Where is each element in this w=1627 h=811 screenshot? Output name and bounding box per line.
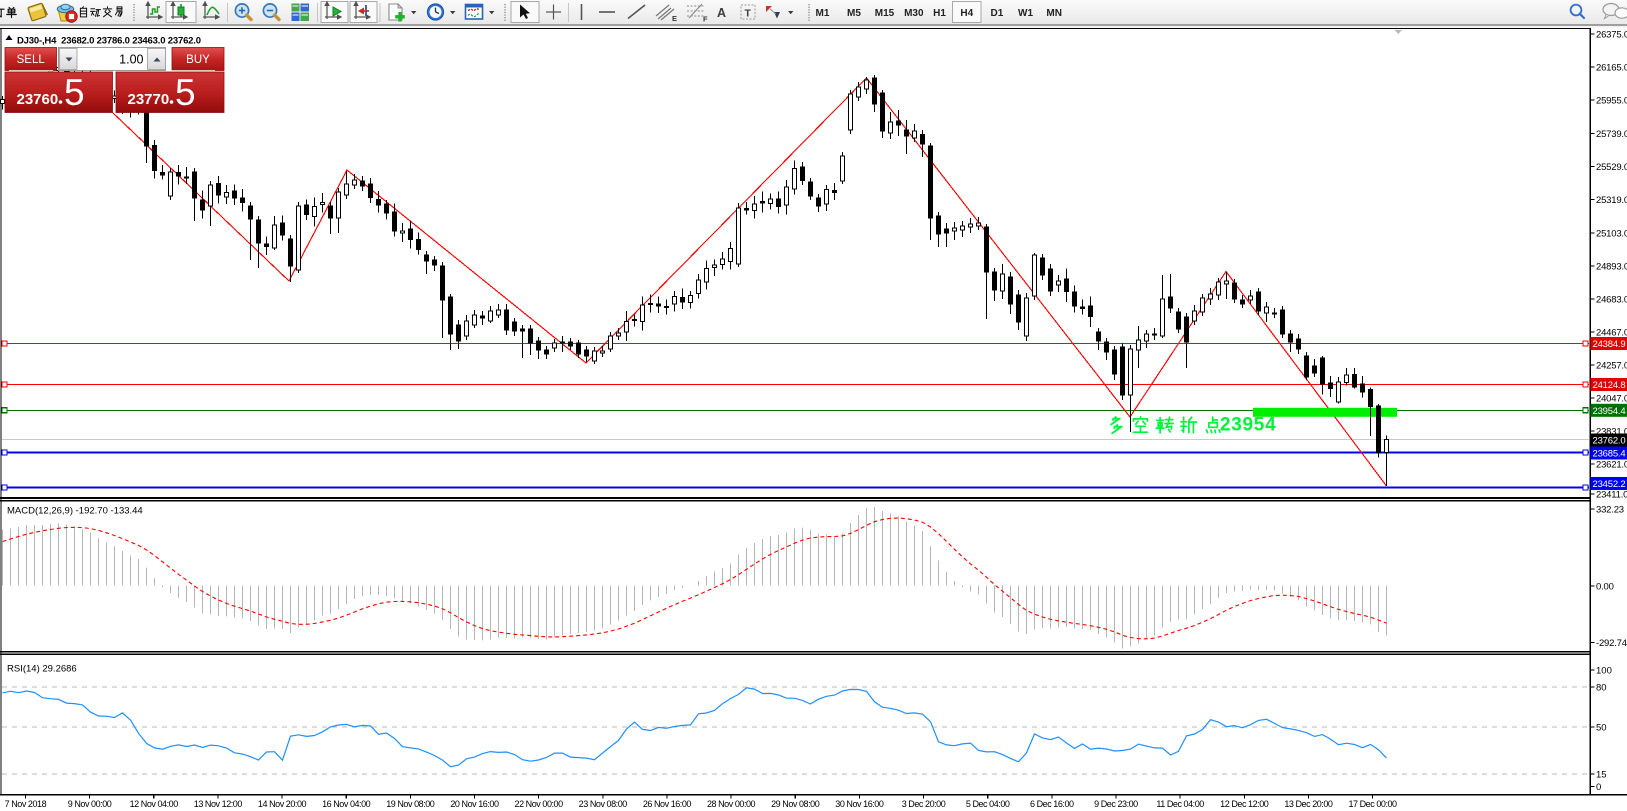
svg-text:A: A [717,6,726,20]
svg-text:100: 100 [1596,665,1612,676]
svg-text:RSI(14) 29.2686: RSI(14) 29.2686 [7,664,77,675]
svg-text:7 Nov 2018: 7 Nov 2018 [5,799,47,809]
svg-text:23452.2: 23452.2 [1593,479,1626,490]
svg-text:1.00: 1.00 [119,53,143,67]
svg-text:11 Dec 04:00: 11 Dec 04:00 [1156,799,1204,809]
svg-text:16 Nov 04:00: 16 Nov 04:00 [322,799,371,809]
svg-text:M1: M1 [816,8,830,19]
svg-text:22 Nov 00:00: 22 Nov 00:00 [515,799,564,809]
svg-text:24257.0: 24257.0 [1596,360,1627,371]
svg-text:25955.0: 25955.0 [1596,95,1627,106]
svg-text:24683.0: 24683.0 [1596,294,1627,305]
svg-text:H1: H1 [933,8,946,19]
svg-text:13 Nov 12:00: 13 Nov 12:00 [194,799,243,809]
svg-text:23770: 23770 [128,91,170,108]
svg-text:6 Dec 16:00: 6 Dec 16:00 [1030,799,1074,809]
svg-text:24384.9: 24384.9 [1593,339,1626,350]
svg-text:W1: W1 [1018,8,1033,19]
svg-text:25739.0: 25739.0 [1596,129,1627,140]
svg-text:26375.0: 26375.0 [1596,29,1627,40]
svg-text:13 Dec 20:00: 13 Dec 20:00 [1284,799,1333,809]
svg-text:24124.8: 24124.8 [1593,380,1626,391]
svg-text:5: 5 [175,72,196,113]
svg-text:23685.4: 23685.4 [1593,449,1626,460]
svg-text:23954: 23954 [1220,415,1276,436]
svg-text:25529.0: 25529.0 [1596,162,1627,173]
svg-text:0: 0 [1596,782,1601,793]
svg-text:24467.0: 24467.0 [1596,327,1627,338]
svg-text:5: 5 [64,72,85,113]
svg-text:25103.0: 25103.0 [1596,228,1627,239]
svg-text:25319.0: 25319.0 [1596,195,1627,206]
svg-text:M30: M30 [904,8,924,19]
svg-text:23411.0: 23411.0 [1596,489,1627,500]
svg-text:26165.0: 26165.0 [1596,62,1627,73]
svg-text:H4: H4 [960,8,973,19]
svg-text:23831.0: 23831.0 [1596,426,1627,437]
svg-text:BUY: BUY [186,54,210,66]
svg-text:-292.74: -292.74 [1596,638,1627,649]
svg-text:M5: M5 [847,8,861,19]
svg-text:28 Nov 00:00: 28 Nov 00:00 [707,799,756,809]
svg-text:24893.0: 24893.0 [1596,261,1627,272]
svg-text:12 Dec 12:00: 12 Dec 12:00 [1220,799,1269,809]
svg-text:9 Dec 23:00: 9 Dec 23:00 [1094,799,1138,809]
svg-text:F: F [703,15,708,24]
svg-text:9 Nov 00:00: 9 Nov 00:00 [68,799,112,809]
svg-text:17 Dec 00:00: 17 Dec 00:00 [1348,799,1397,809]
svg-text:3 Dec 20:00: 3 Dec 20:00 [902,799,946,809]
svg-text:23762.0: 23762.0 [1593,436,1626,447]
svg-text:DJ30-,H4 23682.0 23786.0 2346: DJ30-,H4 23682.0 23786.0 23463.0 23762.0 [17,36,201,47]
svg-text:20 Nov 16:00: 20 Nov 16:00 [450,799,499,809]
svg-text:E: E [672,14,677,23]
svg-text:23621.0: 23621.0 [1596,459,1627,470]
svg-text:26 Nov 16:00: 26 Nov 16:00 [643,799,692,809]
svg-text:30 Nov 16:00: 30 Nov 16:00 [835,799,884,809]
svg-text:0.00: 0.00 [1596,581,1614,592]
svg-text:24047.0: 24047.0 [1596,393,1627,404]
svg-text:12 Nov 04:00: 12 Nov 04:00 [130,799,179,809]
svg-text:SELL: SELL [17,54,46,66]
svg-text:T: T [745,8,752,20]
svg-text:15: 15 [1596,769,1607,780]
svg-text:29 Nov 08:00: 29 Nov 08:00 [771,799,820,809]
svg-text:23760: 23760 [17,91,59,108]
svg-text:5 Dec 04:00: 5 Dec 04:00 [966,799,1010,809]
svg-text:50: 50 [1596,722,1607,733]
svg-text:332.23: 332.23 [1596,504,1624,515]
svg-text:23 Nov 08:00: 23 Nov 08:00 [579,799,628,809]
svg-text:80: 80 [1596,682,1607,693]
svg-text:23954.4: 23954.4 [1593,406,1626,417]
svg-text:M15: M15 [875,8,895,19]
svg-text:14 Nov 20:00: 14 Nov 20:00 [258,799,307,809]
svg-text:D1: D1 [991,8,1004,19]
svg-text:MACD(12,26,9) -192.70 -133.44: MACD(12,26,9) -192.70 -133.44 [7,506,143,517]
svg-text:19 Nov 08:00: 19 Nov 08:00 [386,799,435,809]
svg-text:MN: MN [1046,8,1062,19]
